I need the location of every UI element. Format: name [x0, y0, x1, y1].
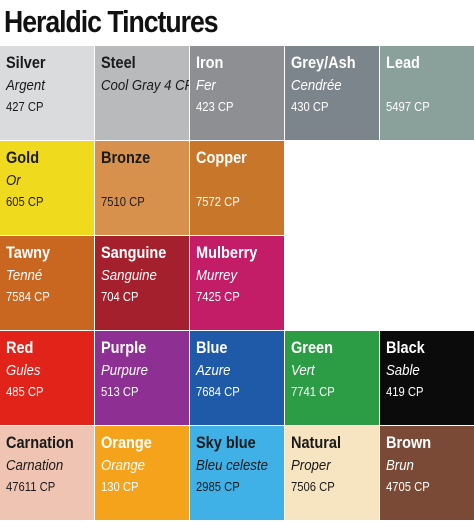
tincture-name: Gold: [6, 149, 40, 167]
tincture-heraldic-name: [386, 75, 463, 96]
tincture-name: Orange: [101, 434, 152, 452]
swatch-copper: Copper 7572 CP: [190, 141, 284, 235]
pantone-code: 4705 CP: [386, 480, 430, 494]
swatch-iron: Iron Fer 423 CP: [190, 46, 284, 140]
tincture-heraldic-name: [196, 170, 273, 191]
tincture-heraldic-name: Cool Gray 4 CP: [101, 77, 189, 94]
pantone-code: 430 CP: [291, 100, 329, 114]
tincture-grid: Silver Argent 427 CP Steel Cool Gray 4 CP Ir…: [0, 46, 474, 522]
tincture-name: Sky blue: [196, 434, 256, 452]
swatch-orange: Orange Orange 130 CP: [95, 426, 189, 520]
pantone-code: 427 CP: [6, 100, 44, 114]
tincture-name: Purple: [101, 339, 147, 357]
pantone-code: 419 CP: [386, 385, 424, 399]
page-title: Heraldic Tinctures: [4, 4, 219, 39]
swatch-brown: Brown Brun 4705 CP: [380, 426, 474, 520]
swatch-green: Green Vert 7741 CP: [285, 331, 379, 425]
tincture-name: Green: [291, 339, 333, 357]
tincture-heraldic-name: Fer: [196, 77, 216, 94]
pantone-code: 7741 CP: [291, 385, 335, 399]
tincture-name: Sanguine: [101, 244, 167, 262]
tincture-name: Carnation: [6, 434, 74, 452]
tincture-heraldic-name: Brun: [386, 457, 414, 474]
tincture-name: Tawny: [6, 244, 51, 262]
tincture-heraldic-name: Tenné: [6, 267, 43, 284]
pantone-code: 423 CP: [196, 100, 234, 114]
tincture-heraldic-name: Vert: [291, 362, 315, 379]
swatch-bronze: Bronze 7510 CP: [95, 141, 189, 235]
tincture-name: Black: [386, 339, 425, 357]
swatch-lead: Lead 5497 CP: [380, 46, 474, 140]
swatch-silver: Silver Argent 427 CP: [0, 46, 94, 140]
tincture-name: Natural: [291, 434, 342, 452]
tincture-heraldic-name: Argent: [6, 77, 45, 94]
pantone-code: 130 CP: [101, 480, 139, 494]
pantone-code: 7684 CP: [196, 385, 240, 399]
swatch-steel: Steel Cool Gray 4 CP: [95, 46, 189, 140]
swatch-purple: Purple Purpure 513 CP: [95, 331, 189, 425]
swatch-black: Black Sable 419 CP: [380, 331, 474, 425]
tincture-name: Steel: [101, 54, 136, 72]
swatch-carnation: Carnation Carnation 47611 CP: [0, 426, 94, 520]
tincture-heraldic-name: Gules: [6, 362, 41, 379]
tincture-heraldic-name: Proper: [291, 457, 331, 474]
pantone-code: [101, 99, 180, 115]
tincture-heraldic-name: Sanguine: [101, 267, 157, 284]
tincture-heraldic-name: Or: [6, 172, 21, 189]
tincture-heraldic-name: Murrey: [196, 267, 238, 284]
tincture-name: Blue: [196, 339, 228, 357]
tincture-heraldic-name: Azure: [196, 362, 231, 379]
tincture-name: Silver: [6, 54, 46, 72]
tincture-name: Lead: [386, 54, 420, 72]
pantone-code: 513 CP: [101, 385, 139, 399]
tincture-heraldic-name: Bleu celeste: [196, 457, 268, 474]
pantone-code: 704 CP: [101, 290, 139, 304]
swatch-natural: Natural Proper 7506 CP: [285, 426, 379, 520]
swatch-gold: Gold Or 605 CP: [0, 141, 94, 235]
pantone-code: 5497 CP: [386, 100, 430, 114]
tincture-heraldic-name: Cendrée: [291, 77, 342, 94]
tincture-name: Brown: [386, 434, 432, 452]
swatch-tawny: Tawny Tenné 7584 CP: [0, 236, 94, 330]
pantone-code: 7572 CP: [196, 195, 240, 209]
tincture-name: Red: [6, 339, 34, 357]
tincture-heraldic-name: [101, 170, 178, 191]
tincture-name: Mulberry: [196, 244, 258, 262]
swatch-mulberry: Mulberry Murrey 7425 CP: [190, 236, 284, 330]
pantone-code: 7584 CP: [6, 290, 50, 304]
tincture-heraldic-name: Sable: [386, 362, 420, 379]
swatch-blue: Blue Azure 7684 CP: [190, 331, 284, 425]
tincture-name: Bronze: [101, 149, 151, 167]
swatch-sanguine: Sanguine Sanguine 704 CP: [95, 236, 189, 330]
tincture-heraldic-name: Purpure: [101, 362, 148, 379]
swatch-sky-blue: Sky blue Bleu celeste 2985 CP: [190, 426, 284, 520]
tincture-heraldic-name: Orange: [101, 457, 146, 474]
swatch-red: Red Gules 485 CP: [0, 331, 94, 425]
pantone-code: 2985 CP: [196, 480, 240, 494]
swatch-grey-ash: Grey/Ash Cendrée 430 CP: [285, 46, 379, 140]
tincture-name: Iron: [196, 54, 224, 72]
pantone-code: 7510 CP: [101, 195, 145, 209]
tincture-name: Grey/Ash: [291, 54, 356, 72]
tincture-name: Copper: [196, 149, 247, 167]
pantone-code: 7506 CP: [291, 480, 335, 494]
pantone-code: 7425 CP: [196, 290, 240, 304]
pantone-code: 47611 CP: [6, 480, 56, 494]
pantone-code: 605 CP: [6, 195, 44, 209]
tincture-heraldic-name: Carnation: [6, 457, 64, 474]
pantone-code: 485 CP: [6, 385, 44, 399]
